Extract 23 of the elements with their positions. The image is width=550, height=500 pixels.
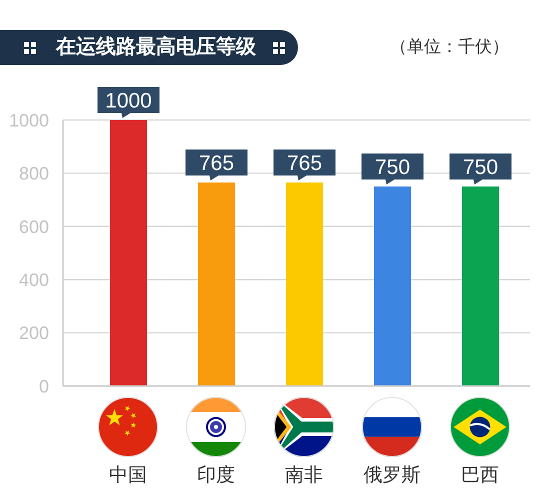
x-tick-label: 俄罗斯 xyxy=(364,464,420,486)
data-label: 765 xyxy=(198,152,234,176)
y-axis-title: （单位：千伏） xyxy=(390,36,509,58)
data-label: 750 xyxy=(462,156,498,179)
y-tick-label: 400 xyxy=(18,270,49,290)
bar xyxy=(110,120,147,386)
data-label: 750 xyxy=(374,156,410,179)
bar xyxy=(286,182,323,386)
y-tick-label: 200 xyxy=(18,323,49,344)
data-label: 765 xyxy=(286,152,322,176)
bar xyxy=(462,186,499,386)
y-tick-label: 600 xyxy=(18,216,49,237)
y-tick-label: 1000 xyxy=(8,110,49,130)
x-tick-label: 南非 xyxy=(285,464,323,486)
bar xyxy=(374,186,411,386)
bar xyxy=(198,182,235,386)
y-tick-label: 0 xyxy=(38,376,49,396)
x-tick-label: 中国 xyxy=(109,464,147,486)
y-tick-label: 800 xyxy=(18,164,49,184)
x-tick-label: 印度 xyxy=(197,464,235,486)
data-label: 1000 xyxy=(105,90,152,112)
chart-title: 在运线路最高电压等级 xyxy=(56,34,256,60)
x-tick-label: 巴西 xyxy=(461,464,499,486)
